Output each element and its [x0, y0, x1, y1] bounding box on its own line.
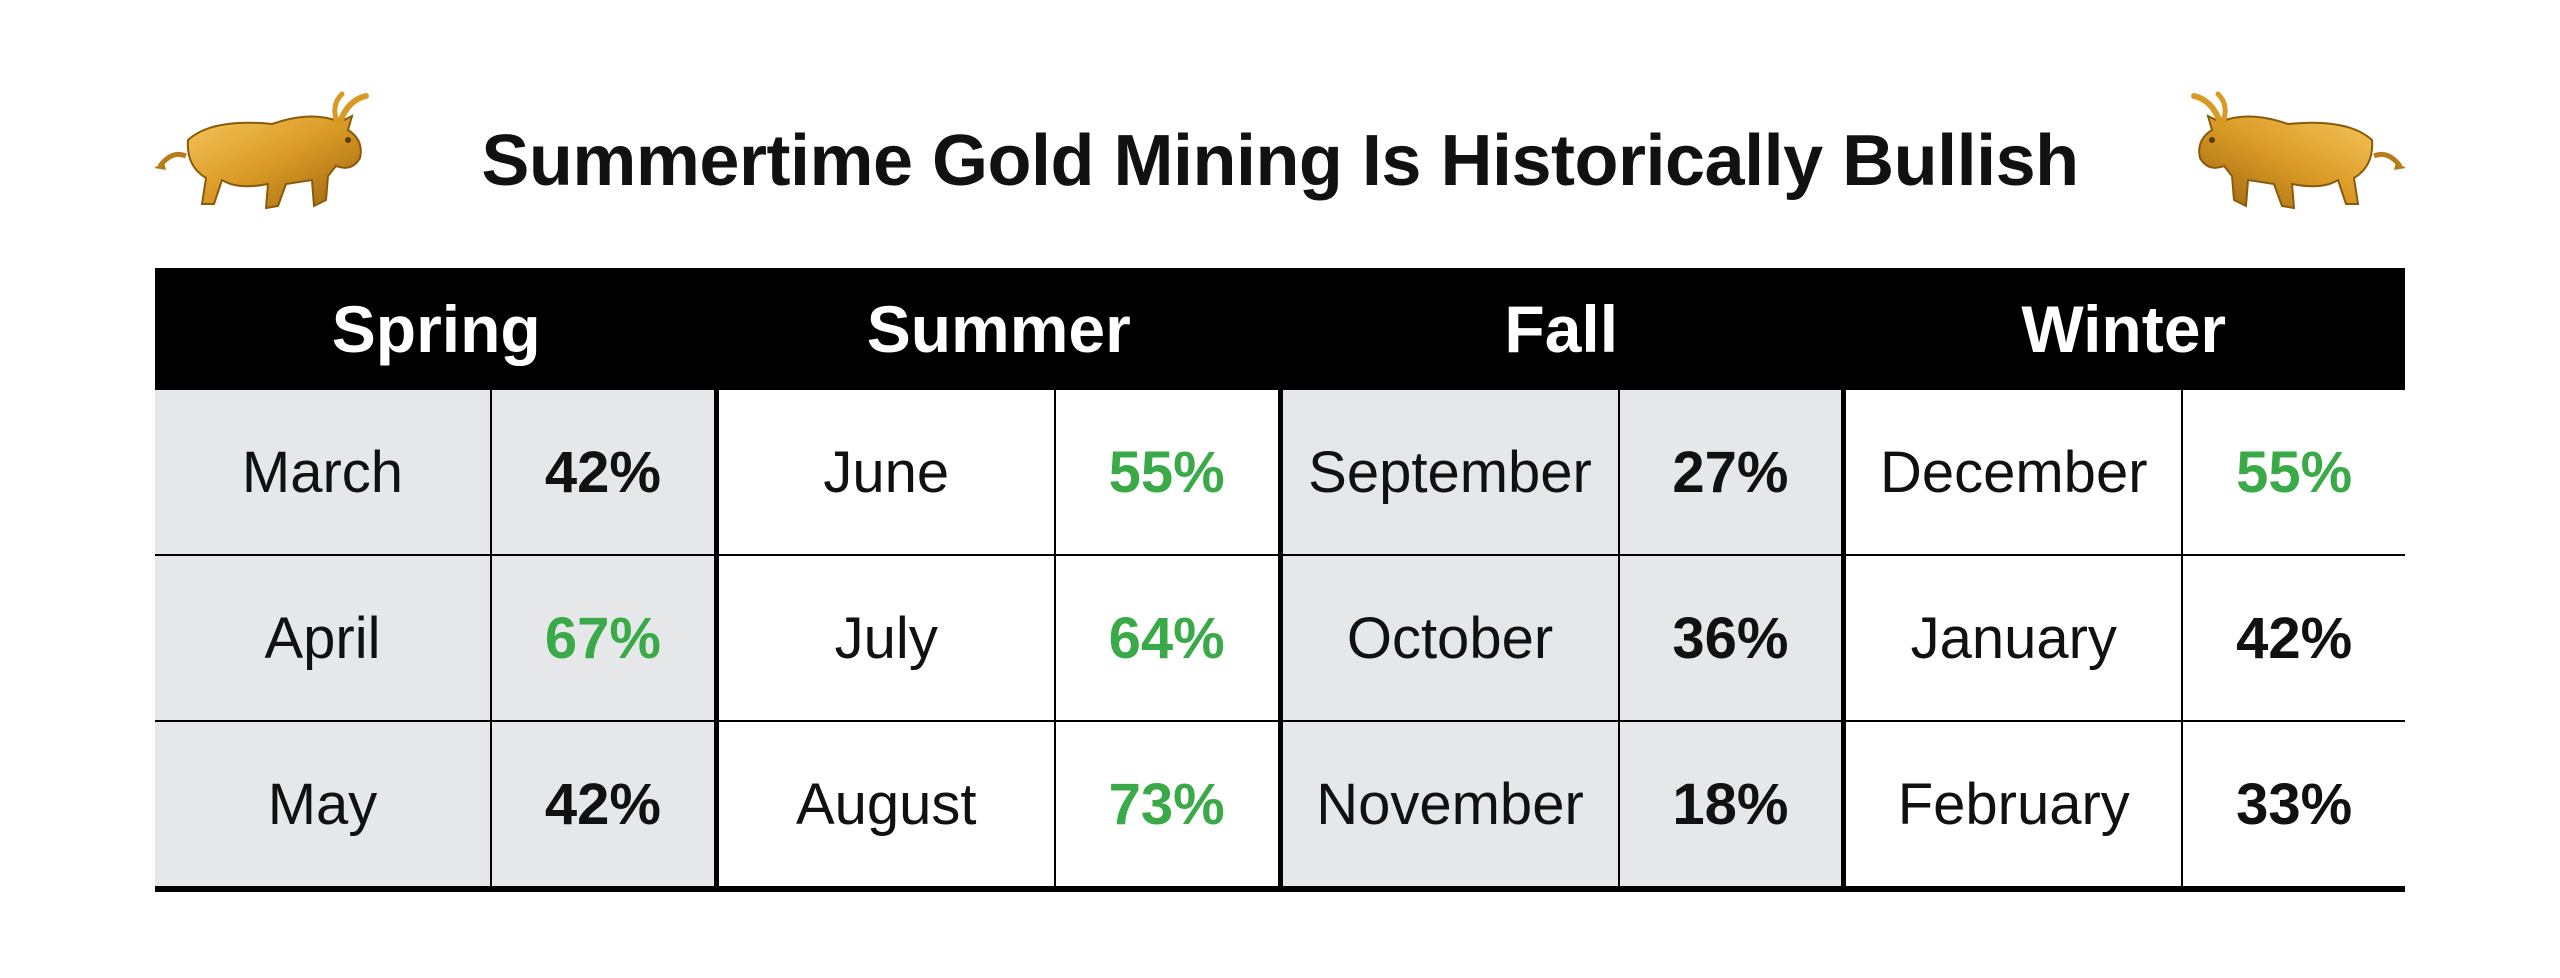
month-cell: May [155, 722, 492, 886]
percentage-cell: 64% [1108, 605, 1225, 671]
chart-title: Summertime Gold Mining Is Historically B… [481, 121, 2079, 201]
table-row: May 42% [155, 720, 714, 886]
season-header: Fall [1504, 292, 1619, 366]
season-header: Spring [331, 292, 541, 366]
percentage-cell: 42% [2236, 605, 2353, 671]
table-row: July 64% [718, 554, 1278, 720]
month-cell: February [1846, 722, 2184, 886]
season-column: March 42% April 67% May 42% [155, 390, 714, 886]
percentage-cell: 73% [1108, 771, 1225, 837]
table-row: June 55% [719, 390, 1278, 554]
season-column: September 27% October 36% November 18% [1277, 390, 1842, 886]
month-cell: July [719, 556, 1056, 720]
table-row: November 18% [1282, 720, 1842, 886]
table-row: February 33% [1846, 720, 2405, 886]
percentage-cell: 36% [1672, 605, 1789, 671]
season-header: Winter [2021, 292, 2227, 366]
table-body: March 42% April 67% May 42% June 55% July 64% Augu… [155, 390, 2405, 892]
table-row: April 67% [155, 554, 714, 720]
table-row: August 73% [718, 720, 1278, 886]
month-cell: April [155, 556, 492, 720]
seasonal-table: Spring Summer Fall Winter March 42% April 6… [155, 268, 2405, 892]
gold-bull-icon [2191, 91, 2406, 210]
month-cell: August [719, 722, 1056, 886]
month-cell: January [1846, 556, 2184, 720]
percentage-cell: 67% [544, 605, 661, 671]
percentage-cell: 42% [544, 771, 661, 837]
gold-bull-icon [154, 91, 369, 210]
month-cell: June [719, 390, 1056, 554]
percentage-cell: 18% [1672, 771, 1789, 837]
season-header: Summer [866, 292, 1131, 366]
table-row: September 27% [1283, 390, 1842, 554]
percentage-cell: 33% [2236, 771, 2353, 837]
season-column: June 55% July 64% August 73% [713, 390, 1278, 886]
table-row: December 55% [1846, 390, 2405, 554]
month-cell: March [155, 390, 492, 554]
month-cell: October [1283, 556, 1620, 720]
season-column: December 55% January 42% February 33% [1841, 390, 2405, 886]
table-row: January 42% [1846, 554, 2405, 720]
table-row: October 36% [1282, 554, 1842, 720]
percentage-cell: 55% [1108, 439, 1225, 505]
table-row: March 42% [155, 390, 714, 554]
month-cell: September [1283, 390, 1620, 554]
month-cell: November [1283, 722, 1620, 886]
percentage-cell: 42% [544, 439, 661, 505]
month-cell: December [1846, 390, 2184, 554]
table-header: Spring Summer Fall Winter [155, 268, 2405, 390]
percentage-cell: 55% [2236, 439, 2353, 505]
percentage-cell: 27% [1672, 439, 1789, 505]
